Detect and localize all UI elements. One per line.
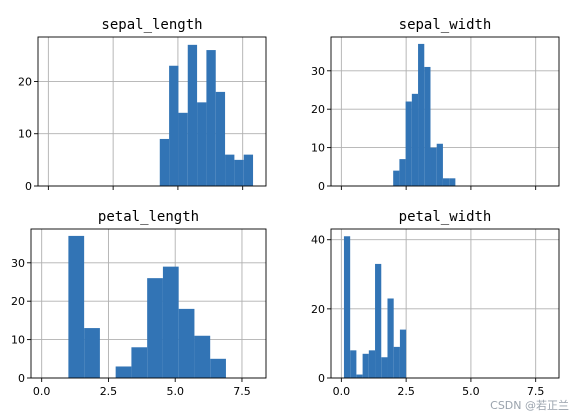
histogram-bar: [399, 159, 406, 186]
x-tick-label: 0.0: [333, 385, 351, 398]
histogram-bar: [178, 308, 195, 378]
histogram-bar: [430, 147, 437, 186]
histogram-bar: [115, 366, 132, 378]
histogram-bar: [234, 159, 244, 186]
y-tick-label: 0: [318, 180, 325, 193]
x-tick-label: 7.5: [233, 385, 251, 398]
histogram-bar: [243, 154, 254, 186]
histogram-bar: [362, 353, 369, 378]
axes-frame: [37, 36, 267, 187]
histogram-bar: [162, 266, 179, 378]
subplot-title: sepal_width: [399, 17, 492, 33]
x-tick-label: 0.0: [33, 385, 51, 398]
histogram-bar: [411, 93, 419, 186]
histogram-bar: [442, 178, 450, 186]
histogram-bar: [131, 347, 148, 378]
histogram-bar: [356, 374, 363, 378]
histogram-bar: [393, 170, 400, 186]
y-tick-label: 0: [318, 372, 325, 385]
y-tick-label: 20: [18, 75, 32, 88]
axes-frame: [30, 228, 267, 379]
histogram-bar: [210, 358, 226, 378]
y-tick-label: 40: [311, 234, 325, 247]
x-tick-label: 7.5: [527, 385, 545, 398]
histogram-bar: [169, 65, 179, 186]
subplot-title: petal_length: [98, 209, 199, 225]
histogram-bar: [393, 346, 400, 378]
subplot-title: sepal_length: [101, 17, 202, 33]
y-tick-label: 0: [25, 180, 32, 193]
y-tick-label: 10: [311, 142, 325, 155]
subplot-title: petal_width: [399, 209, 492, 225]
subplot-sepal_length: sepal_length 0 10 20: [18, 17, 267, 193]
histogram-bar: [194, 335, 211, 378]
axes-frame: [330, 36, 560, 187]
x-tick-label: 2.5: [397, 385, 415, 398]
histogram-bar: [178, 112, 188, 186]
histogram-bar: [350, 350, 357, 378]
y-tick-label: 30: [11, 257, 25, 270]
histogram-bar: [387, 298, 394, 378]
y-tick-label: 0: [18, 372, 25, 385]
y-tick-label: 20: [311, 103, 325, 116]
histogram-bar: [206, 50, 216, 186]
axes-frame: [330, 228, 560, 379]
histogram-bar: [147, 278, 163, 378]
histogram-bar: [436, 143, 443, 186]
histogram-bar: [197, 102, 207, 186]
histogram-bar: [424, 66, 431, 186]
subplot-petal_length: petal_length 0.0 2.5 5.0 7.5 0 10 20 30: [11, 209, 267, 398]
y-tick-label: 20: [311, 303, 325, 316]
histogram-bar: [449, 178, 456, 186]
histogram-bar: [343, 236, 351, 378]
subplot-sepal_width: sepal_width 0 10 20 30: [311, 17, 560, 193]
histogram-bar: [368, 350, 376, 378]
histogram-bar: [405, 101, 412, 186]
histogram-bar: [84, 328, 100, 378]
y-tick-label: 10: [18, 128, 32, 141]
x-tick-label: 5.0: [462, 385, 480, 398]
histogram-bar: [225, 154, 235, 186]
x-tick-label: 5.0: [166, 385, 184, 398]
histogram-bar: [215, 91, 226, 186]
histogram-bar: [399, 329, 407, 378]
histogram-bar: [375, 263, 382, 378]
y-tick-label: 30: [311, 65, 325, 78]
histogram-bar: [187, 44, 198, 187]
watermark-text: CSDN @若正兰: [490, 399, 569, 412]
x-tick-label: 2.5: [100, 385, 118, 398]
y-tick-label: 10: [11, 334, 25, 347]
y-tick-label: 20: [11, 295, 25, 308]
subplot-petal_width: petal_width 0.0 2.5 5.0 7.5 0 20 40: [311, 209, 560, 398]
histogram-bar: [381, 357, 388, 378]
histogram-bar: [159, 138, 170, 186]
histogram-bar: [418, 43, 425, 187]
histogram-bar: [68, 235, 85, 378]
